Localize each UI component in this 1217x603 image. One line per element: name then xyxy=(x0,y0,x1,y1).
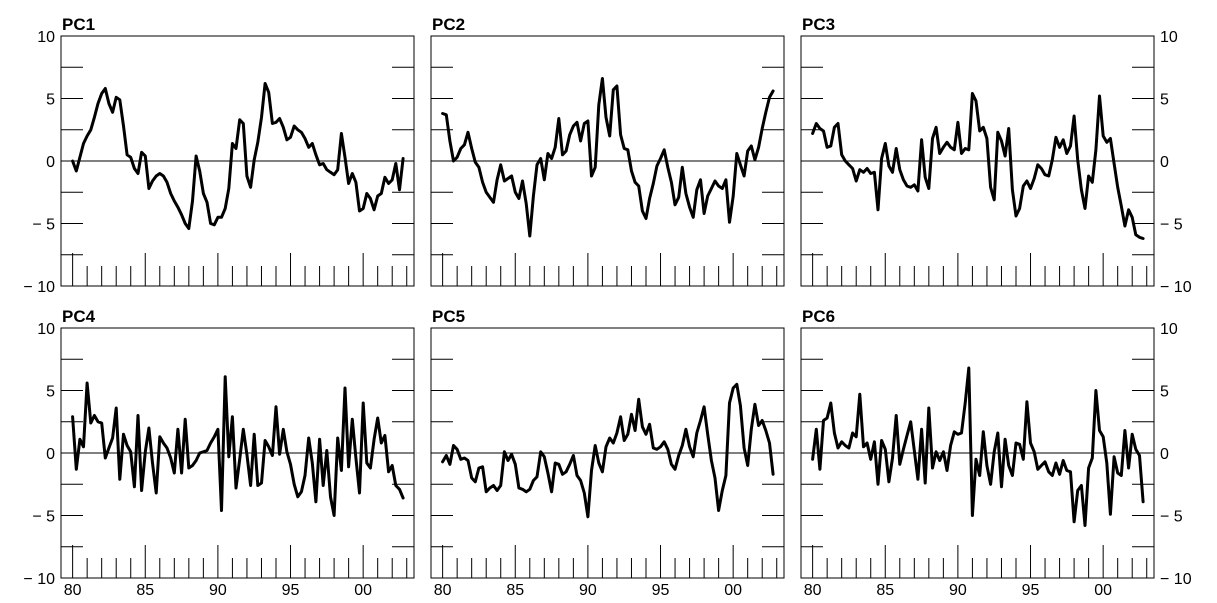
panel-title: PC1 xyxy=(62,15,95,34)
panel-title: PC6 xyxy=(802,307,835,326)
y-tick-label-right: − 10 xyxy=(1160,571,1192,588)
panel-pc4: PC4 10 5 0 − 5 − 10 80 85 90 95 00 xyxy=(23,307,415,599)
x-tick-label: 00 xyxy=(1094,582,1112,598)
y-tick-label-right: − 5 xyxy=(1160,217,1183,234)
y-tick-label-left: 5 xyxy=(46,384,55,401)
y-tick-label-left: − 10 xyxy=(23,279,55,296)
y-tick-label-left: − 5 xyxy=(32,217,55,234)
panel-title: PC2 xyxy=(432,15,465,34)
y-tick-label-right: 0 xyxy=(1160,154,1169,171)
y-tick-label-left: 10 xyxy=(37,321,55,338)
y-tick-label-left: 10 xyxy=(37,29,55,46)
x-tick-label: 85 xyxy=(506,582,524,598)
x-tick-label: 85 xyxy=(136,582,154,598)
panel-pc2: PC2 xyxy=(430,15,785,287)
x-tick-label: 85 xyxy=(876,582,894,598)
y-tick-label-right: 5 xyxy=(1160,92,1169,109)
x-tick-label: 95 xyxy=(1022,582,1040,598)
x-tick-label: 00 xyxy=(724,582,742,598)
series-line-pc6 xyxy=(811,366,1145,527)
series-line-pc3 xyxy=(811,92,1145,240)
panel-pc3: PC3 10 5 0 − 5 − 10 xyxy=(800,15,1192,296)
series-line-pc4 xyxy=(71,375,405,517)
x-tick-label: 00 xyxy=(354,582,372,598)
y-tick-label-right: 10 xyxy=(1160,321,1178,338)
y-tick-label-right: − 5 xyxy=(1160,509,1183,526)
series-line-pc5 xyxy=(441,382,775,519)
series-line-pc1 xyxy=(71,82,405,230)
series-line-pc2 xyxy=(441,77,775,238)
y-tick-label-left: 0 xyxy=(46,154,55,171)
y-tick-label-right: 0 xyxy=(1160,446,1169,463)
y-tick-label-left: − 10 xyxy=(23,571,55,588)
x-tick-label: 80 xyxy=(64,582,82,598)
panel-title: PC5 xyxy=(432,307,465,326)
y-tick-label-left: − 5 xyxy=(32,509,55,526)
y-tick-label-right: 10 xyxy=(1160,29,1178,46)
x-tick-label: 90 xyxy=(209,582,227,598)
x-tick-label: 90 xyxy=(579,582,597,598)
y-tick-label-left: 0 xyxy=(46,446,55,463)
panel-pc6: PC6 10 5 0 − 5 − 10 80 85 90 95 00 xyxy=(800,307,1192,599)
y-tick-label-right: − 10 xyxy=(1160,279,1192,296)
x-tick-label: 90 xyxy=(949,582,967,598)
y-tick-label-right: 5 xyxy=(1160,384,1169,401)
panel-pc1: PC1 10 5 0 − 5 − 10 xyxy=(23,15,415,296)
x-tick-label: 80 xyxy=(434,582,452,598)
y-tick-label-left: 5 xyxy=(46,92,55,109)
x-tick-label: 95 xyxy=(652,582,670,598)
panel-pc5: PC5 80 85 90 95 00 xyxy=(430,307,785,599)
panel-title: PC3 xyxy=(802,15,835,34)
x-tick-label: 95 xyxy=(282,582,300,598)
panel-title: PC4 xyxy=(62,307,96,326)
x-tick-label: 80 xyxy=(804,582,822,598)
